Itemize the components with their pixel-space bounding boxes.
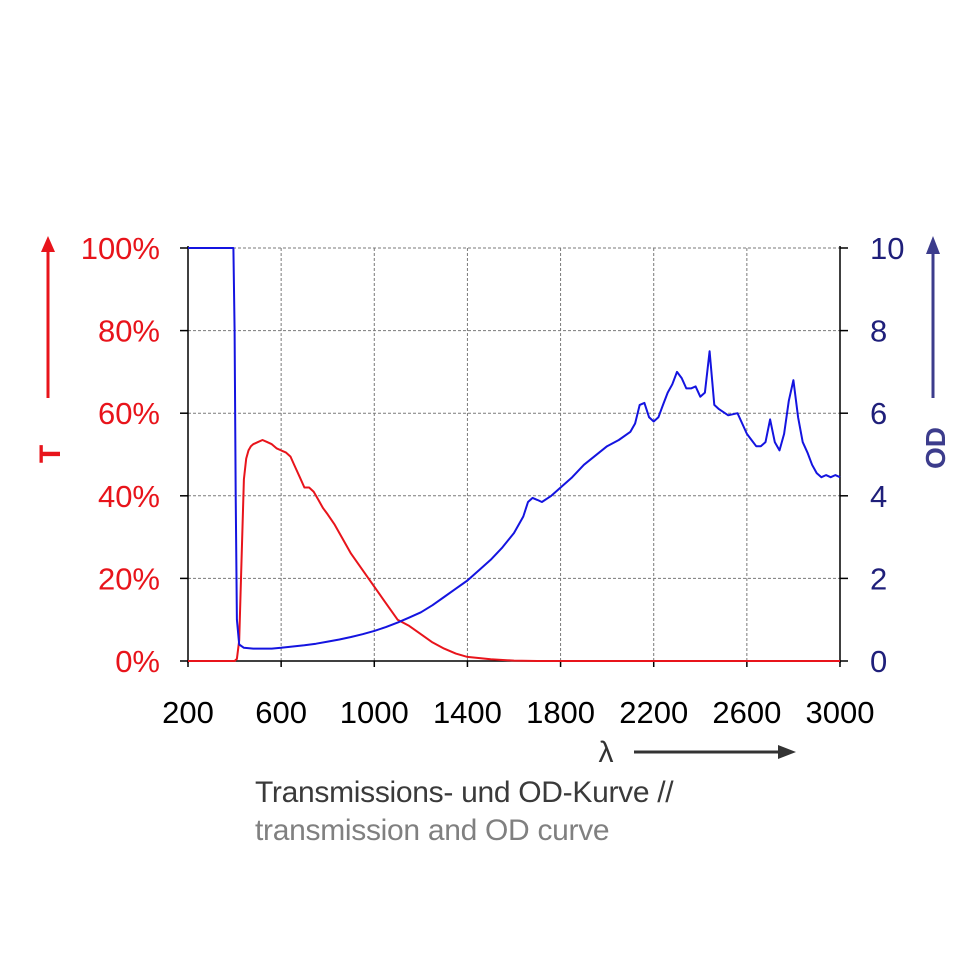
x-tick-label: 1800 (526, 695, 595, 730)
right-axis-label: OD (920, 427, 951, 469)
transmission-line (188, 439, 840, 662)
left-tick-label: 100% (81, 231, 160, 266)
t-arrowhead-icon (41, 236, 55, 252)
right-tick-label: 2 (870, 561, 887, 596)
left-axis-label: T (34, 445, 67, 463)
caption-english: transmission and OD curve (255, 814, 610, 847)
right-tick-label: 6 (870, 396, 887, 431)
left-tick-label: 20% (98, 561, 160, 596)
left-tick-label: 40% (98, 479, 160, 514)
x-axis-title: λ (599, 736, 796, 769)
x-tick-label: 3000 (806, 695, 875, 730)
right-tick-label: 10 (870, 231, 904, 266)
left-axis-title: T (34, 236, 67, 463)
x-tick-label: 600 (255, 695, 307, 730)
x-tick-label: 1000 (340, 695, 409, 730)
wavelength-arrowhead-icon (778, 745, 796, 759)
grid (188, 247, 841, 661)
left-tick-label: 60% (98, 396, 160, 431)
left-tick-label: 0% (115, 644, 160, 679)
od-line (188, 247, 841, 650)
x-tick-label: 2200 (619, 695, 688, 730)
x-tick-label: 200 (162, 695, 214, 730)
right-tick-label: 8 (870, 314, 887, 349)
right-tick-label: 0 (870, 644, 887, 679)
od-arrowhead-icon (926, 236, 940, 254)
tick-labels: 0% 20% 40% 60% 80% 100% 0 2 4 6 8 10 200 600 1000 1400 1… (81, 231, 905, 730)
caption-german: Transmissions- und OD-Kurve // (255, 776, 674, 809)
x-axis-label: λ (599, 736, 614, 769)
series (188, 247, 841, 662)
axes (180, 246, 848, 667)
right-axis-title: OD (920, 236, 951, 469)
x-tick-label: 1400 (433, 695, 502, 730)
left-tick-label: 80% (98, 314, 160, 349)
right-tick-label: 4 (870, 479, 887, 514)
x-tick-label: 2600 (712, 695, 781, 730)
